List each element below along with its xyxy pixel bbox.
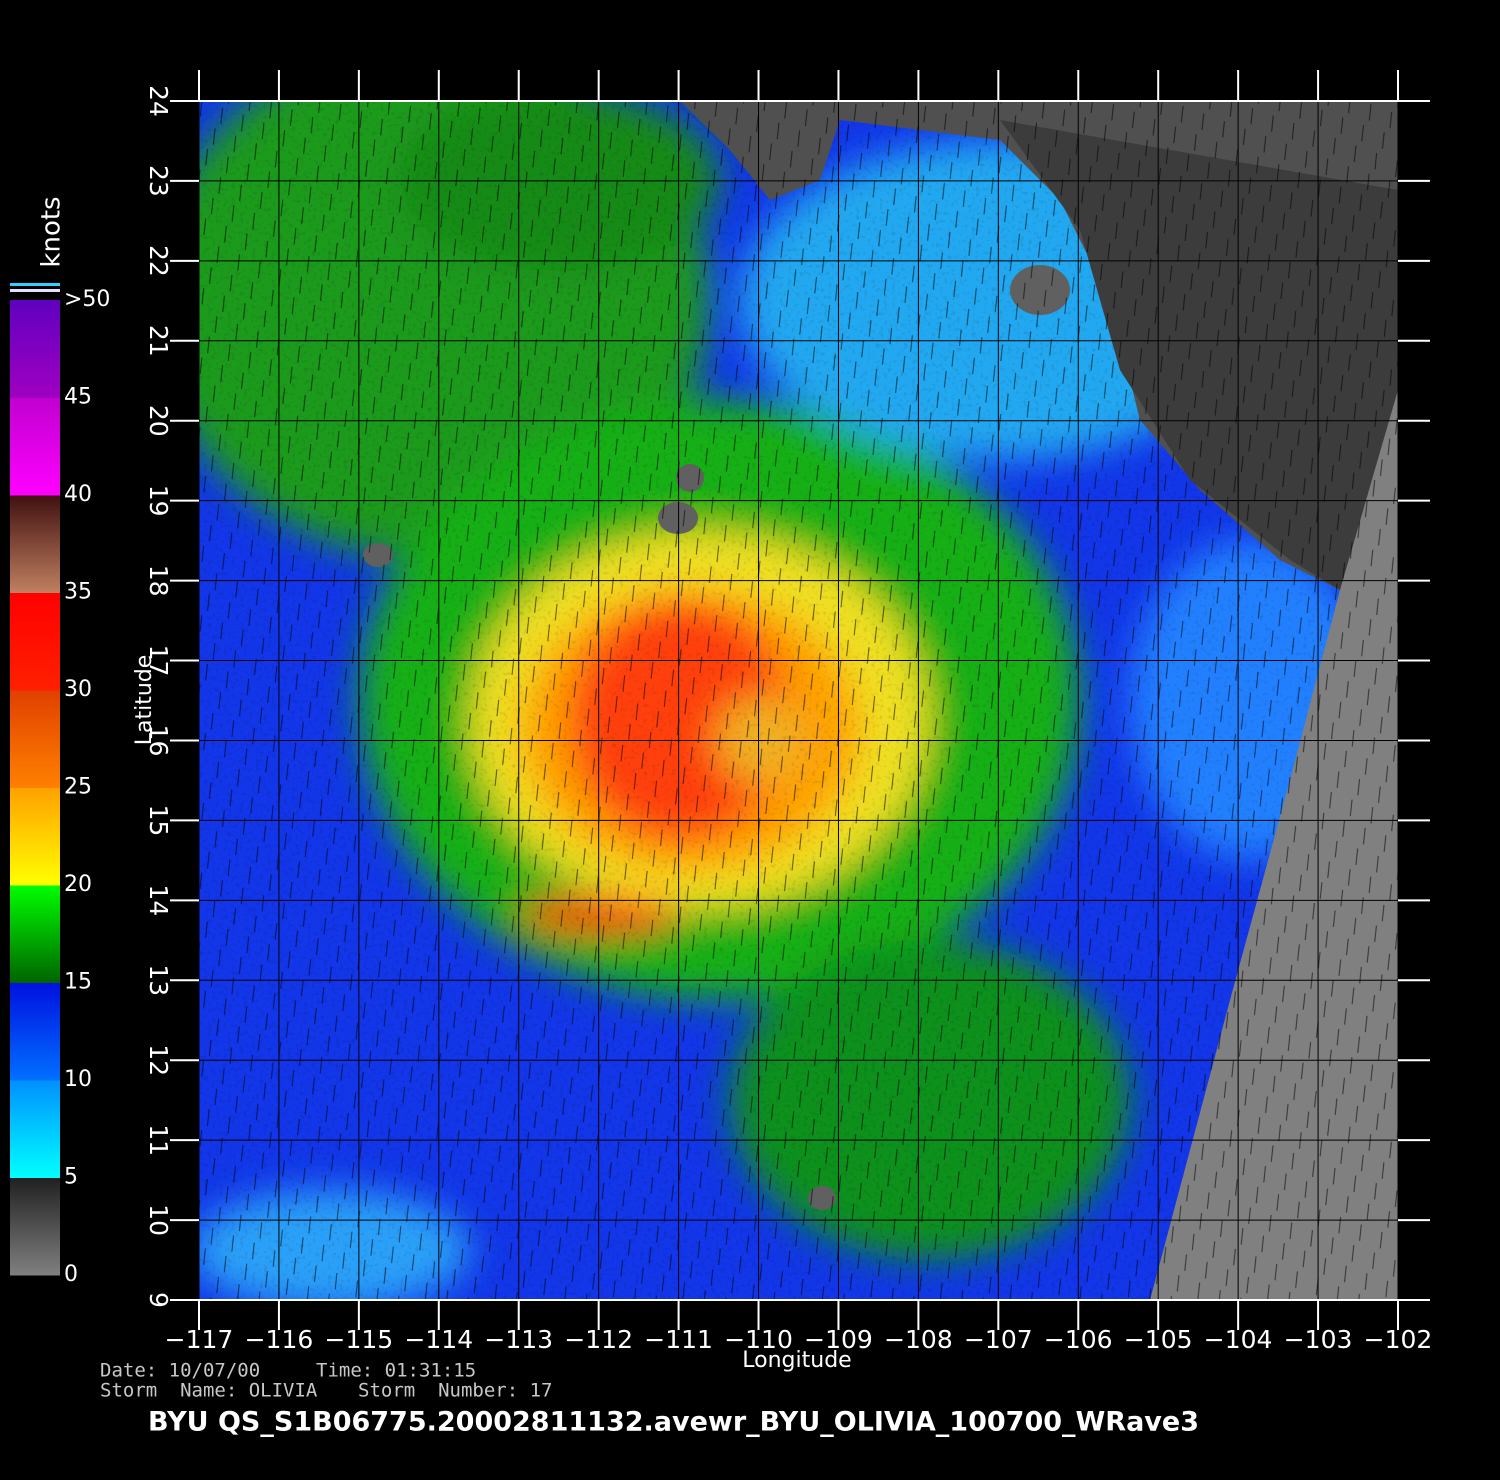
x-tick-label: −106 xyxy=(1044,1325,1113,1354)
colorbar-label: 40 xyxy=(64,482,92,507)
y-tick-label: 16 xyxy=(144,725,173,757)
y-tick-label: 14 xyxy=(144,884,173,916)
x-tick-label: −117 xyxy=(165,1325,234,1354)
colorbar-label: 0 xyxy=(64,1262,78,1287)
colorbar-label: 30 xyxy=(64,677,92,702)
y-tick-label: 11 xyxy=(144,1124,173,1156)
wind-field xyxy=(199,101,1398,1300)
colorbar-label: 10 xyxy=(64,1067,92,1092)
colorbar-title: knots xyxy=(37,196,67,267)
colorbar-label: 15 xyxy=(64,970,92,995)
x-tick-label: −108 xyxy=(884,1325,953,1354)
storm-name: Storm Name: OLIVIA xyxy=(100,1380,318,1402)
colorbar-cap xyxy=(10,283,60,286)
y-tick-label: 9 xyxy=(144,1292,173,1308)
y-tick-label: 17 xyxy=(144,645,173,677)
x-tick-label: −105 xyxy=(1124,1325,1193,1354)
ticks: −117 −116 −115 −114 −113 −112 −111 −110 −109 −108… xyxy=(144,70,1432,1354)
x-tick-label: −111 xyxy=(644,1325,713,1354)
y-tick-label: 10 xyxy=(144,1204,173,1236)
y-tick-label: 13 xyxy=(144,964,173,996)
colorbar-band xyxy=(10,885,60,983)
grid xyxy=(198,100,1399,1301)
colorbar-label: 25 xyxy=(64,775,92,800)
y-axis-label: Latitude xyxy=(132,655,157,746)
colorbar-band xyxy=(10,1080,60,1178)
x-tick-label: −114 xyxy=(404,1325,473,1354)
y-tick-label: 21 xyxy=(144,325,173,357)
colorbar-band xyxy=(10,592,60,691)
colorbar-band xyxy=(10,787,60,886)
y-tick-label: 22 xyxy=(144,245,173,277)
y-tick-label: 24 xyxy=(144,85,173,117)
colorbar-band xyxy=(10,300,60,398)
colorbar-label: 20 xyxy=(64,872,92,897)
x-tick-label: −104 xyxy=(1204,1325,1273,1354)
colorbar-band xyxy=(10,1177,60,1276)
y-tick-label: 23 xyxy=(144,165,173,197)
y-tick-label: 20 xyxy=(144,405,173,437)
colorbar-cap xyxy=(10,289,60,292)
x-axis-label: Longitude xyxy=(742,1348,851,1373)
colorbar-label: 45 xyxy=(64,385,92,410)
x-tick-label: −109 xyxy=(804,1325,873,1354)
y-tick-label: 12 xyxy=(144,1044,173,1076)
x-tick-label: −116 xyxy=(245,1325,314,1354)
x-tick-label: −115 xyxy=(325,1325,394,1354)
x-tick-label: −112 xyxy=(564,1325,633,1354)
colorbar-band xyxy=(10,690,60,788)
storm-number: Storm Number: 17 xyxy=(358,1380,552,1402)
x-tick-label: −113 xyxy=(484,1325,553,1354)
colorbar-band xyxy=(10,397,60,496)
file-title: BYU QS_S1B06775.20002811132.avewr_BYU_OL… xyxy=(148,1407,1199,1438)
time: Time: 01:31:15 xyxy=(316,1360,476,1382)
colorbar-label: 35 xyxy=(64,580,92,605)
colorbar: 0 5 10 15 20 25 30 35 40 45 >50 xyxy=(10,283,110,1287)
colorbar-label: 5 xyxy=(64,1165,78,1190)
colorbar-label: >50 xyxy=(64,287,110,312)
date: Date: 10/07/00 xyxy=(100,1360,260,1382)
y-tick-label: 18 xyxy=(144,565,173,597)
x-tick-label: −110 xyxy=(724,1325,793,1354)
x-tick-label: −103 xyxy=(1284,1325,1353,1354)
colorbar-band xyxy=(10,982,60,1081)
x-tick-label: −102 xyxy=(1364,1325,1433,1354)
y-tick-label: 19 xyxy=(144,485,173,517)
x-tick-label: −107 xyxy=(964,1325,1033,1354)
y-tick-label: 15 xyxy=(144,804,173,836)
colorbar-band xyxy=(10,495,60,593)
